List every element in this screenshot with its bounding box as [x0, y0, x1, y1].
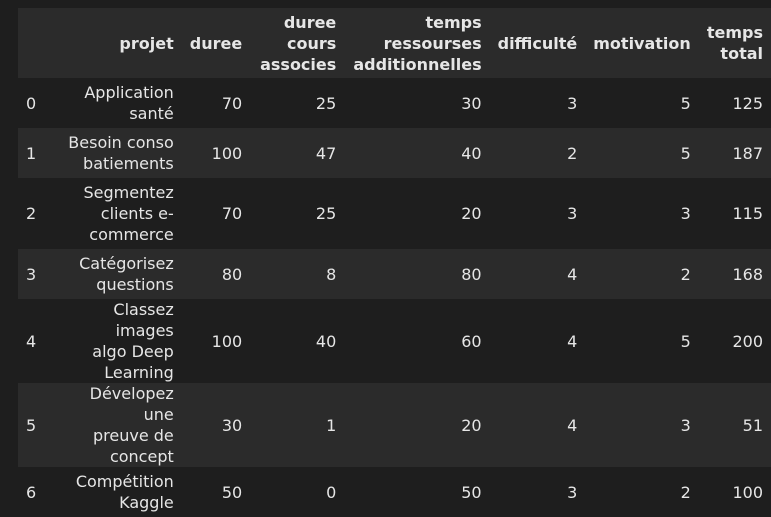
cell-difficulte: 2 [567, 143, 578, 163]
cell-duree: 70 [221, 204, 243, 223]
projet-line: santé [129, 104, 174, 123]
projet-line: clients e- [100, 204, 174, 223]
projet-line: preuve de [92, 426, 174, 445]
header-line: temps [425, 12, 482, 32]
header-projet: projet [119, 33, 174, 53]
table-row: 0 Application santé 70 25 30 3 5 125 [18, 78, 771, 128]
table-row: 4 Classez images algo Deep Learning 100 40 60 4… [18, 299, 771, 383]
cell-duree: 100 [211, 143, 243, 163]
cell-motivation: 2 [680, 264, 691, 284]
projet-line: concept [109, 447, 174, 466]
header-temps-total: temps total [699, 8, 771, 78]
projet-line: algo Deep [92, 342, 174, 361]
header-line: temps [706, 23, 763, 42]
table-row: 2 Segmentez clients e-commerce 70 25 20 3 3 115 [18, 178, 771, 249]
cell-temps-total: 125 [732, 93, 763, 113]
cell-temps-total: 115 [732, 204, 763, 223]
cell-temps-ressources: 60 [461, 331, 482, 351]
cell-duree: 50 [221, 482, 243, 502]
cell-temps-ressources: 80 [461, 264, 482, 284]
cell-duree: 70 [221, 93, 243, 113]
cell-temps-ressources: 30 [461, 93, 482, 113]
projet-line: Application [84, 83, 174, 102]
row-index: 6 [26, 482, 37, 502]
table-body: 0 Application santé 70 25 30 3 5 125 1 Besoin cons… [18, 78, 771, 517]
projet-line: Besoin conso [68, 133, 174, 152]
projet-line: Segmentez [83, 183, 174, 202]
cell-temps-ressources: 40 [461, 143, 482, 163]
cell-duree: 30 [221, 415, 243, 435]
row-index: 3 [26, 264, 37, 284]
cell-difficulte: 3 [567, 204, 578, 223]
cell-difficulte: 4 [567, 331, 578, 351]
cell-duree-cours-associes: 25 [315, 204, 337, 223]
header-line: duree [283, 12, 337, 32]
dataframe-table: projet duree duree cours associes temps … [18, 8, 771, 517]
cell-duree-cours-associes: 1 [326, 415, 337, 435]
cell-projet: Application santé [54, 78, 181, 128]
row-index: 4 [26, 331, 37, 351]
projet-line: Catégorisez [79, 254, 174, 273]
header-line: ressourses [383, 33, 482, 53]
projet-line: Compétition [75, 472, 174, 491]
cell-difficulte: 4 [567, 264, 578, 284]
cell-projet: Besoin conso batiements [54, 128, 181, 178]
header-row: projet duree duree cours associes temps … [18, 8, 771, 78]
header-line: cours [287, 33, 337, 53]
cell-motivation: 5 [680, 93, 691, 113]
cell-duree: 100 [211, 331, 243, 351]
cell-difficulte: 3 [567, 482, 578, 502]
projet-line: commerce [89, 225, 174, 244]
table-row: 3 Catégorisez questions 80 8 80 4 2 168 [18, 249, 771, 299]
cell-difficulte: 4 [567, 415, 578, 435]
dataframe-output: projet duree duree cours associes temps … [18, 8, 771, 517]
header-line: associes [260, 54, 337, 74]
table-row: 5 Dévelopez une preuve de concept 30 1 20 4 3 51 [18, 383, 771, 467]
index-header [18, 8, 54, 78]
cell-temps-ressources: 50 [461, 482, 482, 502]
header-motivation: motivation [593, 33, 691, 53]
cell-projet: Segmentez clients e-commerce [54, 178, 181, 249]
cell-motivation: 2 [680, 482, 691, 502]
cell-projet: Classez images algo Deep Learning [54, 299, 181, 383]
cell-temps-ressources: 20 [461, 415, 482, 435]
header-temps-ressources: temps ressourses additionnelles [344, 8, 489, 78]
cell-duree-cours-associes: 0 [326, 482, 337, 502]
cell-temps-total: 100 [732, 482, 763, 502]
cell-motivation: 3 [680, 415, 691, 435]
cell-projet: Dévelopez une preuve de concept [54, 383, 181, 467]
header-line: additionnelles [353, 54, 482, 74]
row-index: 1 [26, 143, 37, 163]
cell-temps-total: 187 [732, 143, 763, 163]
cell-temps-ressources: 20 [461, 204, 482, 223]
header-duree: duree [189, 33, 243, 53]
cell-duree-cours-associes: 8 [326, 264, 337, 284]
projet-line: Classez images [113, 300, 174, 340]
cell-duree-cours-associes: 40 [315, 331, 337, 351]
projet-line: questions [96, 275, 174, 294]
cell-duree: 80 [221, 264, 243, 284]
cell-temps-total: 200 [732, 331, 763, 351]
header-duree-cours-associes: duree cours associes [250, 8, 344, 78]
cell-motivation: 5 [680, 143, 691, 163]
cell-temps-total: 168 [732, 264, 763, 284]
header-difficulte: difficulté [497, 33, 578, 53]
cell-projet: Catégorisez questions [54, 249, 181, 299]
table-row: 6 Compétition Kaggle 50 0 50 3 2 100 [18, 467, 771, 517]
table-row: 1 Besoin conso batiements 100 47 40 2 5 187 [18, 128, 771, 178]
cell-duree-cours-associes: 47 [315, 143, 337, 163]
projet-line: batiements [83, 154, 174, 173]
cell-duree-cours-associes: 25 [315, 93, 337, 113]
header-line: total [720, 44, 763, 63]
cell-difficulte: 3 [567, 93, 578, 113]
cell-motivation: 3 [680, 204, 691, 223]
row-index: 5 [26, 415, 37, 435]
cell-projet: Compétition Kaggle [54, 467, 181, 517]
cell-temps-total: 51 [742, 415, 763, 435]
row-index: 2 [26, 204, 37, 223]
projet-line: Learning [104, 363, 174, 382]
cell-motivation: 5 [680, 331, 691, 351]
projet-line: Dévelopez une [89, 384, 174, 424]
row-index: 0 [26, 93, 37, 113]
